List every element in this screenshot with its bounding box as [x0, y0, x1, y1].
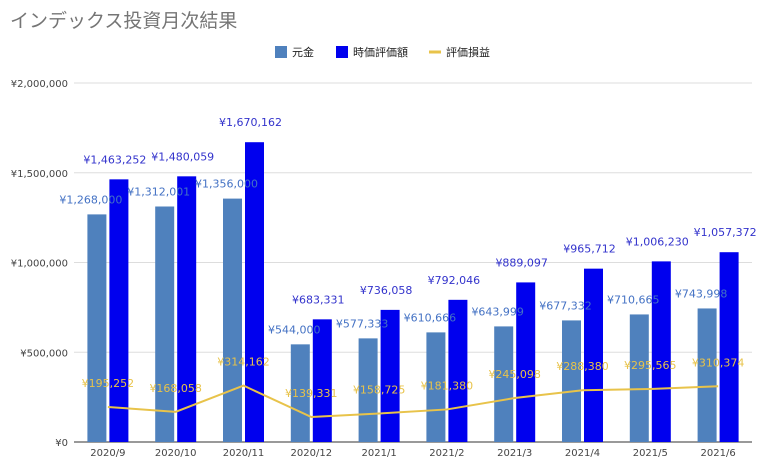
data-label-market-value: ¥1,670,162	[219, 116, 282, 129]
bar-market-value	[245, 142, 264, 442]
data-label-pnl: ¥310,374	[692, 356, 745, 369]
bar-principal	[426, 332, 446, 442]
data-label-pnl: ¥245,098	[488, 368, 541, 381]
legend-label: 評価損益	[446, 45, 490, 59]
x-tick-label: 2021/5	[633, 448, 668, 459]
data-label-market-value: ¥792,046	[428, 274, 481, 287]
legend-swatch	[275, 46, 287, 58]
bar-series	[87, 142, 739, 443]
data-label-pnl: ¥288,380	[556, 360, 609, 373]
x-tick-label: 2020/11	[223, 448, 265, 459]
y-tick-label: ¥500,000	[20, 348, 68, 359]
data-label-principal: ¥710,665	[607, 293, 660, 306]
data-label-pnl: ¥158,725	[353, 384, 406, 397]
bar-market-value	[109, 179, 129, 443]
x-tick-label: 2021/4	[565, 448, 600, 459]
x-tick-label: 2021/3	[497, 448, 532, 459]
x-axis: 2020/9 2020/10 2020/11 2020/12 2021/1 2021/2 2…	[90, 448, 735, 459]
data-label-pnl: ¥195,252	[82, 377, 135, 390]
bar-market-value	[584, 268, 603, 442]
data-labels: ¥1,268,000 ¥1,463,252 ¥1,312,001 ¥1,480,059…	[59, 116, 756, 400]
data-label-principal: ¥1,268,000	[59, 193, 122, 206]
bar-principal	[155, 206, 175, 442]
data-label-principal: ¥1,312,001	[127, 185, 190, 198]
bar-market-value	[719, 252, 739, 442]
data-label-pnl: ¥314,162	[217, 356, 270, 369]
data-label-principal: ¥643,999	[471, 305, 524, 318]
data-label-pnl: ¥181,380	[421, 379, 474, 392]
data-label-principal: ¥677,332	[539, 299, 592, 312]
x-tick-label: 2020/12	[291, 448, 333, 459]
data-label-market-value: ¥736,058	[360, 284, 413, 297]
data-label-market-value: ¥889,097	[495, 256, 548, 269]
legend-swatch	[336, 46, 348, 58]
line-series	[107, 384, 719, 419]
legend-label: 時価評価額	[353, 45, 408, 59]
x-tick-label: 2021/6	[701, 448, 736, 459]
data-label-market-value: ¥1,057,372	[694, 226, 757, 239]
bar-principal	[697, 308, 717, 442]
legend: 元金 時価評価額 評価損益	[275, 45, 490, 59]
chart-title: インデックス投資月次結果	[10, 10, 238, 32]
bar-market-value	[380, 309, 400, 442]
legend-label: 元金	[292, 45, 314, 59]
data-label-principal: ¥743,998	[675, 287, 728, 300]
bar-principal	[629, 314, 649, 442]
data-label-pnl: ¥139,331	[285, 387, 338, 400]
x-tick-label: 2020/10	[155, 448, 197, 459]
data-label-principal: ¥544,000	[268, 323, 321, 336]
bar-principal	[290, 344, 310, 442]
data-label-market-value: ¥1,463,252	[83, 153, 146, 166]
bar-principal	[494, 326, 514, 442]
data-label-pnl: ¥295,565	[624, 359, 677, 372]
x-tick-label: 2021/1	[362, 448, 397, 459]
x-tick-label: 2021/2	[429, 448, 464, 459]
data-label-pnl: ¥168,058	[149, 382, 202, 395]
data-label-market-value: ¥1,480,059	[151, 150, 214, 163]
bar-market-value	[312, 319, 332, 442]
bar-market-value	[651, 261, 671, 442]
bar-principal	[358, 338, 378, 442]
y-tick-label: ¥0	[55, 438, 68, 449]
bar-market-value	[177, 176, 197, 442]
data-label-market-value: ¥683,331	[292, 293, 345, 306]
y-tick-label: ¥1,000,000	[11, 259, 68, 270]
y-tick-label: ¥1,500,000	[11, 169, 68, 180]
y-tick-label: ¥2,000,000	[11, 79, 68, 90]
line-pnl	[107, 384, 719, 419]
bar-principal	[223, 198, 242, 442]
data-label-principal: ¥610,666	[404, 311, 457, 324]
bar-market-value	[516, 282, 536, 442]
bar-principal	[562, 320, 581, 442]
data-label-principal: ¥1,356,000	[195, 178, 258, 191]
y-axis: ¥0 ¥500,000 ¥1,000,000 ¥1,500,000 ¥2,000,000	[11, 79, 68, 449]
data-label-principal: ¥577,333	[336, 317, 389, 330]
data-label-market-value: ¥965,712	[563, 243, 616, 256]
bar-principal	[87, 214, 107, 442]
x-tick-label: 2020/9	[90, 448, 125, 459]
data-label-market-value: ¥1,006,230	[626, 235, 689, 248]
